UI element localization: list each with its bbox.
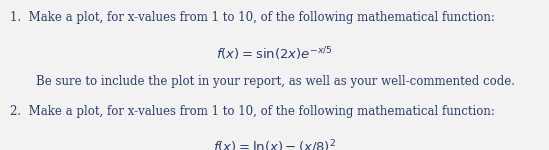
- Text: $f(x) = \sin(2x)e^{-x/5}$: $f(x) = \sin(2x)e^{-x/5}$: [216, 45, 333, 63]
- Text: 1.  Make a plot, for x-values from 1 to 10, of the following mathematical functi: 1. Make a plot, for x-values from 1 to 1…: [10, 11, 495, 24]
- Text: Be sure to include the plot in your report, as well as your well-commented code.: Be sure to include the plot in your repo…: [36, 75, 514, 88]
- Text: 2.  Make a plot, for x-values from 1 to 10, of the following mathematical functi: 2. Make a plot, for x-values from 1 to 1…: [10, 105, 495, 118]
- Text: $f(x) = \ln(x) - (x/8)^{2}$: $f(x) = \ln(x) - (x/8)^{2}$: [213, 138, 336, 150]
